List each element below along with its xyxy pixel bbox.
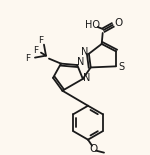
Text: N: N xyxy=(83,73,91,83)
Text: O: O xyxy=(115,18,123,28)
Text: S: S xyxy=(118,62,124,72)
Text: F: F xyxy=(38,36,43,45)
Text: N: N xyxy=(76,57,84,67)
Text: N: N xyxy=(81,47,89,57)
Text: O: O xyxy=(90,144,98,154)
Text: F: F xyxy=(33,46,39,55)
Text: F: F xyxy=(25,54,30,63)
Text: HO: HO xyxy=(85,20,100,30)
